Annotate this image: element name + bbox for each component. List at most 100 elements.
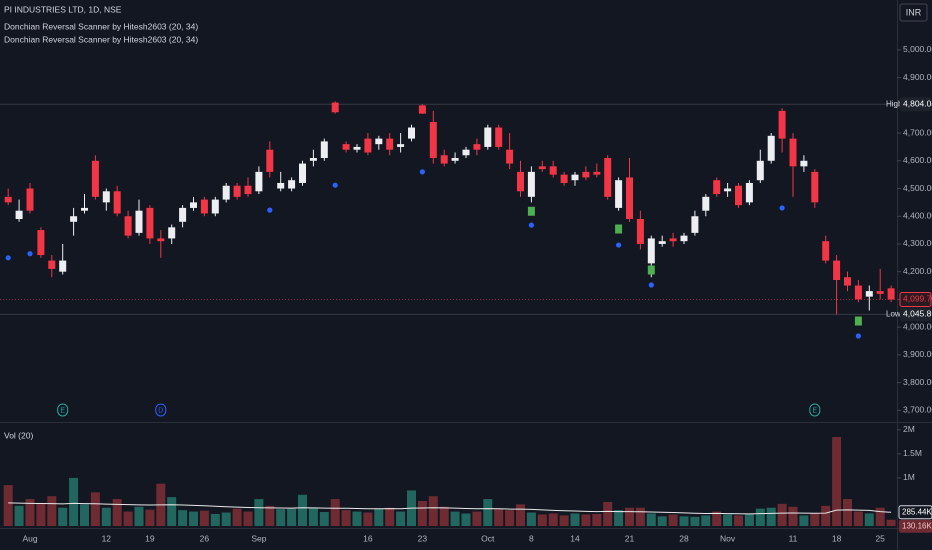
y-tick-label: 4,700.00 xyxy=(903,127,932,137)
event-marker[interactable] xyxy=(809,403,821,417)
volume-bar xyxy=(505,510,515,526)
x-tick-label: 16 xyxy=(363,533,373,543)
candle-body xyxy=(473,144,481,150)
candle-body xyxy=(59,260,67,272)
candle-body xyxy=(789,138,797,167)
candle-body xyxy=(342,144,350,150)
event-marker[interactable] xyxy=(57,403,69,417)
volume-bar xyxy=(537,514,547,526)
volume-bar xyxy=(450,511,460,526)
volume-bar xyxy=(755,508,765,526)
candle-body xyxy=(26,188,34,211)
volume-bar xyxy=(614,510,624,526)
candle-body xyxy=(255,171,263,192)
volume-bar xyxy=(570,513,580,526)
candle-body xyxy=(582,171,590,178)
candle-body xyxy=(680,235,688,242)
volume-bar xyxy=(232,508,242,526)
volume-bar xyxy=(516,504,525,526)
currency[interactable]: INR xyxy=(906,7,922,17)
volume-bar xyxy=(352,511,362,526)
candle-body xyxy=(702,196,710,211)
candle-body xyxy=(549,166,557,175)
volume-bar xyxy=(853,511,863,526)
candle-body xyxy=(462,149,470,156)
candle-body xyxy=(538,166,546,170)
candle-body xyxy=(844,277,851,286)
volume-bar xyxy=(112,499,122,526)
candle-body xyxy=(4,196,12,203)
candle-body xyxy=(15,210,23,220)
candle-body xyxy=(233,185,241,197)
volume-bar xyxy=(810,513,820,526)
candle-body xyxy=(200,199,208,214)
signal-square xyxy=(854,316,862,326)
volume-bar xyxy=(712,511,722,526)
candle-body xyxy=(222,185,230,200)
volume-bar xyxy=(308,507,318,526)
extreme-name: Low xyxy=(886,310,901,319)
candle-body xyxy=(179,207,187,222)
volume-last-box xyxy=(899,519,932,533)
volume-bar xyxy=(428,496,438,526)
volume-bar xyxy=(330,499,340,526)
candle-body xyxy=(876,291,884,294)
volume-ma-box xyxy=(898,505,932,520)
signal-dot xyxy=(419,169,425,175)
volume-bar xyxy=(385,507,395,526)
candle-body xyxy=(288,180,296,189)
candle-body xyxy=(571,174,579,181)
signal-dot xyxy=(5,255,11,261)
signal-dot xyxy=(648,282,654,288)
volume-bar xyxy=(178,510,188,526)
y-tick-label: 4,500.00 xyxy=(903,183,932,193)
candle-body xyxy=(560,174,568,183)
volume-bar xyxy=(363,512,373,526)
volume-tick-label: 1.5M xyxy=(903,448,922,458)
volume-bar xyxy=(319,512,329,526)
extreme-label: 4,804.05 xyxy=(903,98,932,108)
candle-body xyxy=(506,149,514,164)
indicator-legend: Donchian Reversal Scanner by Hitesh2603 … xyxy=(4,21,198,31)
volume-bar xyxy=(243,511,253,526)
candle-body xyxy=(309,158,317,161)
volume-bar xyxy=(668,514,678,526)
extreme-box xyxy=(900,97,931,112)
currency-box[interactable] xyxy=(899,3,928,22)
candle-body xyxy=(37,230,45,256)
candle-body xyxy=(724,188,732,192)
x-tick-label: 26 xyxy=(200,533,210,543)
candle-body xyxy=(604,158,612,197)
volume-bar xyxy=(679,516,689,526)
candle-body xyxy=(190,202,197,208)
x-tick-label: Sep xyxy=(251,533,266,543)
extreme-box xyxy=(900,307,931,322)
volume-bar xyxy=(701,515,711,526)
volume-bar xyxy=(723,514,733,526)
candle-body xyxy=(277,182,285,189)
candle-body xyxy=(91,160,99,197)
event-marker[interactable] xyxy=(155,403,167,417)
volume-bar xyxy=(374,508,384,526)
candle-body xyxy=(778,110,786,139)
volume-bar xyxy=(864,513,874,526)
volume-bar xyxy=(526,512,536,526)
volume-bar xyxy=(167,497,177,526)
candle-body xyxy=(70,216,78,222)
candle-body xyxy=(124,216,132,236)
volume-bar xyxy=(36,502,46,526)
signal-dot xyxy=(332,182,338,188)
volume-bar xyxy=(134,506,144,526)
candle-body xyxy=(495,127,503,147)
candle-body xyxy=(168,227,176,239)
signal-dot xyxy=(616,242,622,248)
candle-body xyxy=(440,155,448,164)
candle-body xyxy=(386,138,394,150)
candle-body xyxy=(484,127,492,147)
candle-body xyxy=(451,158,459,161)
indicator-legend: Donchian Reversal Scanner by Hitesh2603 … xyxy=(4,34,198,44)
volume-bar xyxy=(47,496,57,526)
signal-dot xyxy=(528,222,535,228)
volume-bar xyxy=(210,513,220,526)
